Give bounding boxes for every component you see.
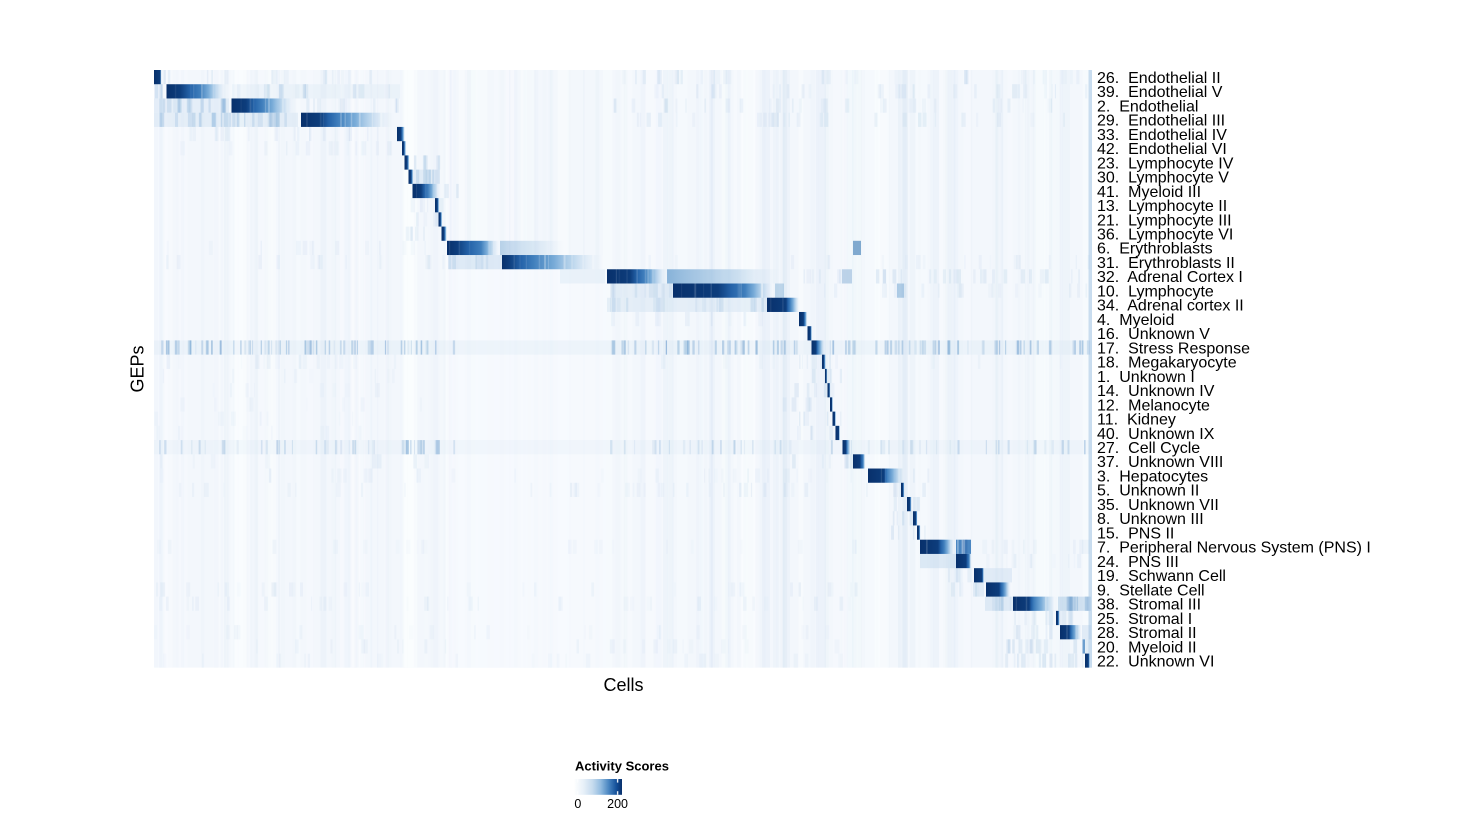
svg-text:6. Erythroblasts: 6. Erythroblasts <box>1097 241 1213 258</box>
svg-text:32. Adrenal Cortex I: 32. Adrenal Cortex I <box>1097 269 1243 286</box>
svg-text:33. Endothelial IV: 33. Endothelial IV <box>1097 127 1227 144</box>
svg-text:28. Stromal II: 28. Stromal II <box>1097 625 1197 642</box>
svg-text:34. Adrenal cortex II: 34. Adrenal cortex II <box>1097 298 1244 315</box>
svg-text:30. Lymphocyte V: 30. Lymphocyte V <box>1097 170 1229 187</box>
svg-text:41. Myeloid III: 41. Myeloid III <box>1097 184 1201 201</box>
svg-text:9. Stellate Cell: 9. Stellate Cell <box>1097 582 1205 599</box>
svg-text:15. PNS II: 15. PNS II <box>1097 525 1174 542</box>
svg-text:39. Endothelial V: 39. Endothelial V <box>1097 84 1223 101</box>
svg-text:12. Melanocyte: 12. Melanocyte <box>1097 397 1210 414</box>
svg-text:7. Peripheral Nervous System: 7. Peripheral Nervous System (PNS) I <box>1097 540 1371 557</box>
svg-text:14. Unknown IV: 14. Unknown IV <box>1097 383 1215 400</box>
svg-text:22. Unknown VI: 22. Unknown VI <box>1097 653 1214 670</box>
svg-text:2. Endothelial: 2. Endothelial <box>1097 98 1198 115</box>
svg-text:200: 200 <box>607 797 628 811</box>
svg-text:11. Kidney: 11. Kidney <box>1097 412 1176 429</box>
svg-text:19. Schwann Cell: 19. Schwann Cell <box>1097 568 1226 585</box>
svg-text:31. Erythroblasts II: 31. Erythroblasts II <box>1097 255 1235 272</box>
svg-text:3. Hepatocytes: 3. Hepatocytes <box>1097 468 1208 485</box>
svg-text:13. Lymphocyte II: 13. Lymphocyte II <box>1097 198 1227 215</box>
svg-text:Cells: Cells <box>603 675 643 695</box>
svg-text:38. Stromal III: 38. Stromal III <box>1097 597 1201 614</box>
svg-text:17. Stress Response: 17. Stress Response <box>1097 340 1250 357</box>
svg-text:40. Unknown IX: 40. Unknown IX <box>1097 426 1215 443</box>
svg-text:8. Unknown III: 8. Unknown III <box>1097 511 1204 528</box>
svg-text:16. Unknown V: 16. Unknown V <box>1097 326 1210 343</box>
svg-text:25. Stromal I: 25. Stromal I <box>1097 611 1192 628</box>
svg-text:20. Myeloid II: 20. Myeloid II <box>1097 639 1197 656</box>
svg-text:21. Lymphocyte III: 21. Lymphocyte III <box>1097 212 1232 229</box>
svg-text:26. Endothelial II: 26. Endothelial II <box>1097 70 1221 87</box>
svg-text:10. Lymphocyte: 10. Lymphocyte <box>1097 283 1214 300</box>
svg-text:4. Myeloid: 4. Myeloid <box>1097 312 1174 329</box>
svg-text:27. Cell Cycle: 27. Cell Cycle <box>1097 440 1200 457</box>
svg-text:42. Endothelial VI: 42. Endothelial VI <box>1097 141 1227 158</box>
svg-text:37. Unknown VIII: 37. Unknown VIII <box>1097 454 1223 471</box>
svg-text:Activity Scores: Activity Scores <box>575 759 669 774</box>
svg-text:1. Unknown I: 1. Unknown I <box>1097 369 1195 386</box>
svg-text:23. Lymphocyte IV: 23. Lymphocyte IV <box>1097 155 1234 172</box>
svg-text:18. Megakaryocyte: 18. Megakaryocyte <box>1097 355 1237 372</box>
svg-text:24. PNS III: 24. PNS III <box>1097 554 1179 571</box>
svg-text:36. Lymphocyte VI: 36. Lymphocyte VI <box>1097 226 1233 243</box>
svg-text:5. Unknown II: 5. Unknown II <box>1097 483 1199 500</box>
svg-text:GEPs: GEPs <box>128 345 148 392</box>
svg-text:35. Unknown VII: 35. Unknown VII <box>1097 497 1219 514</box>
svg-text:0: 0 <box>574 797 581 811</box>
svg-text:29. Endothelial III: 29. Endothelial III <box>1097 113 1225 130</box>
